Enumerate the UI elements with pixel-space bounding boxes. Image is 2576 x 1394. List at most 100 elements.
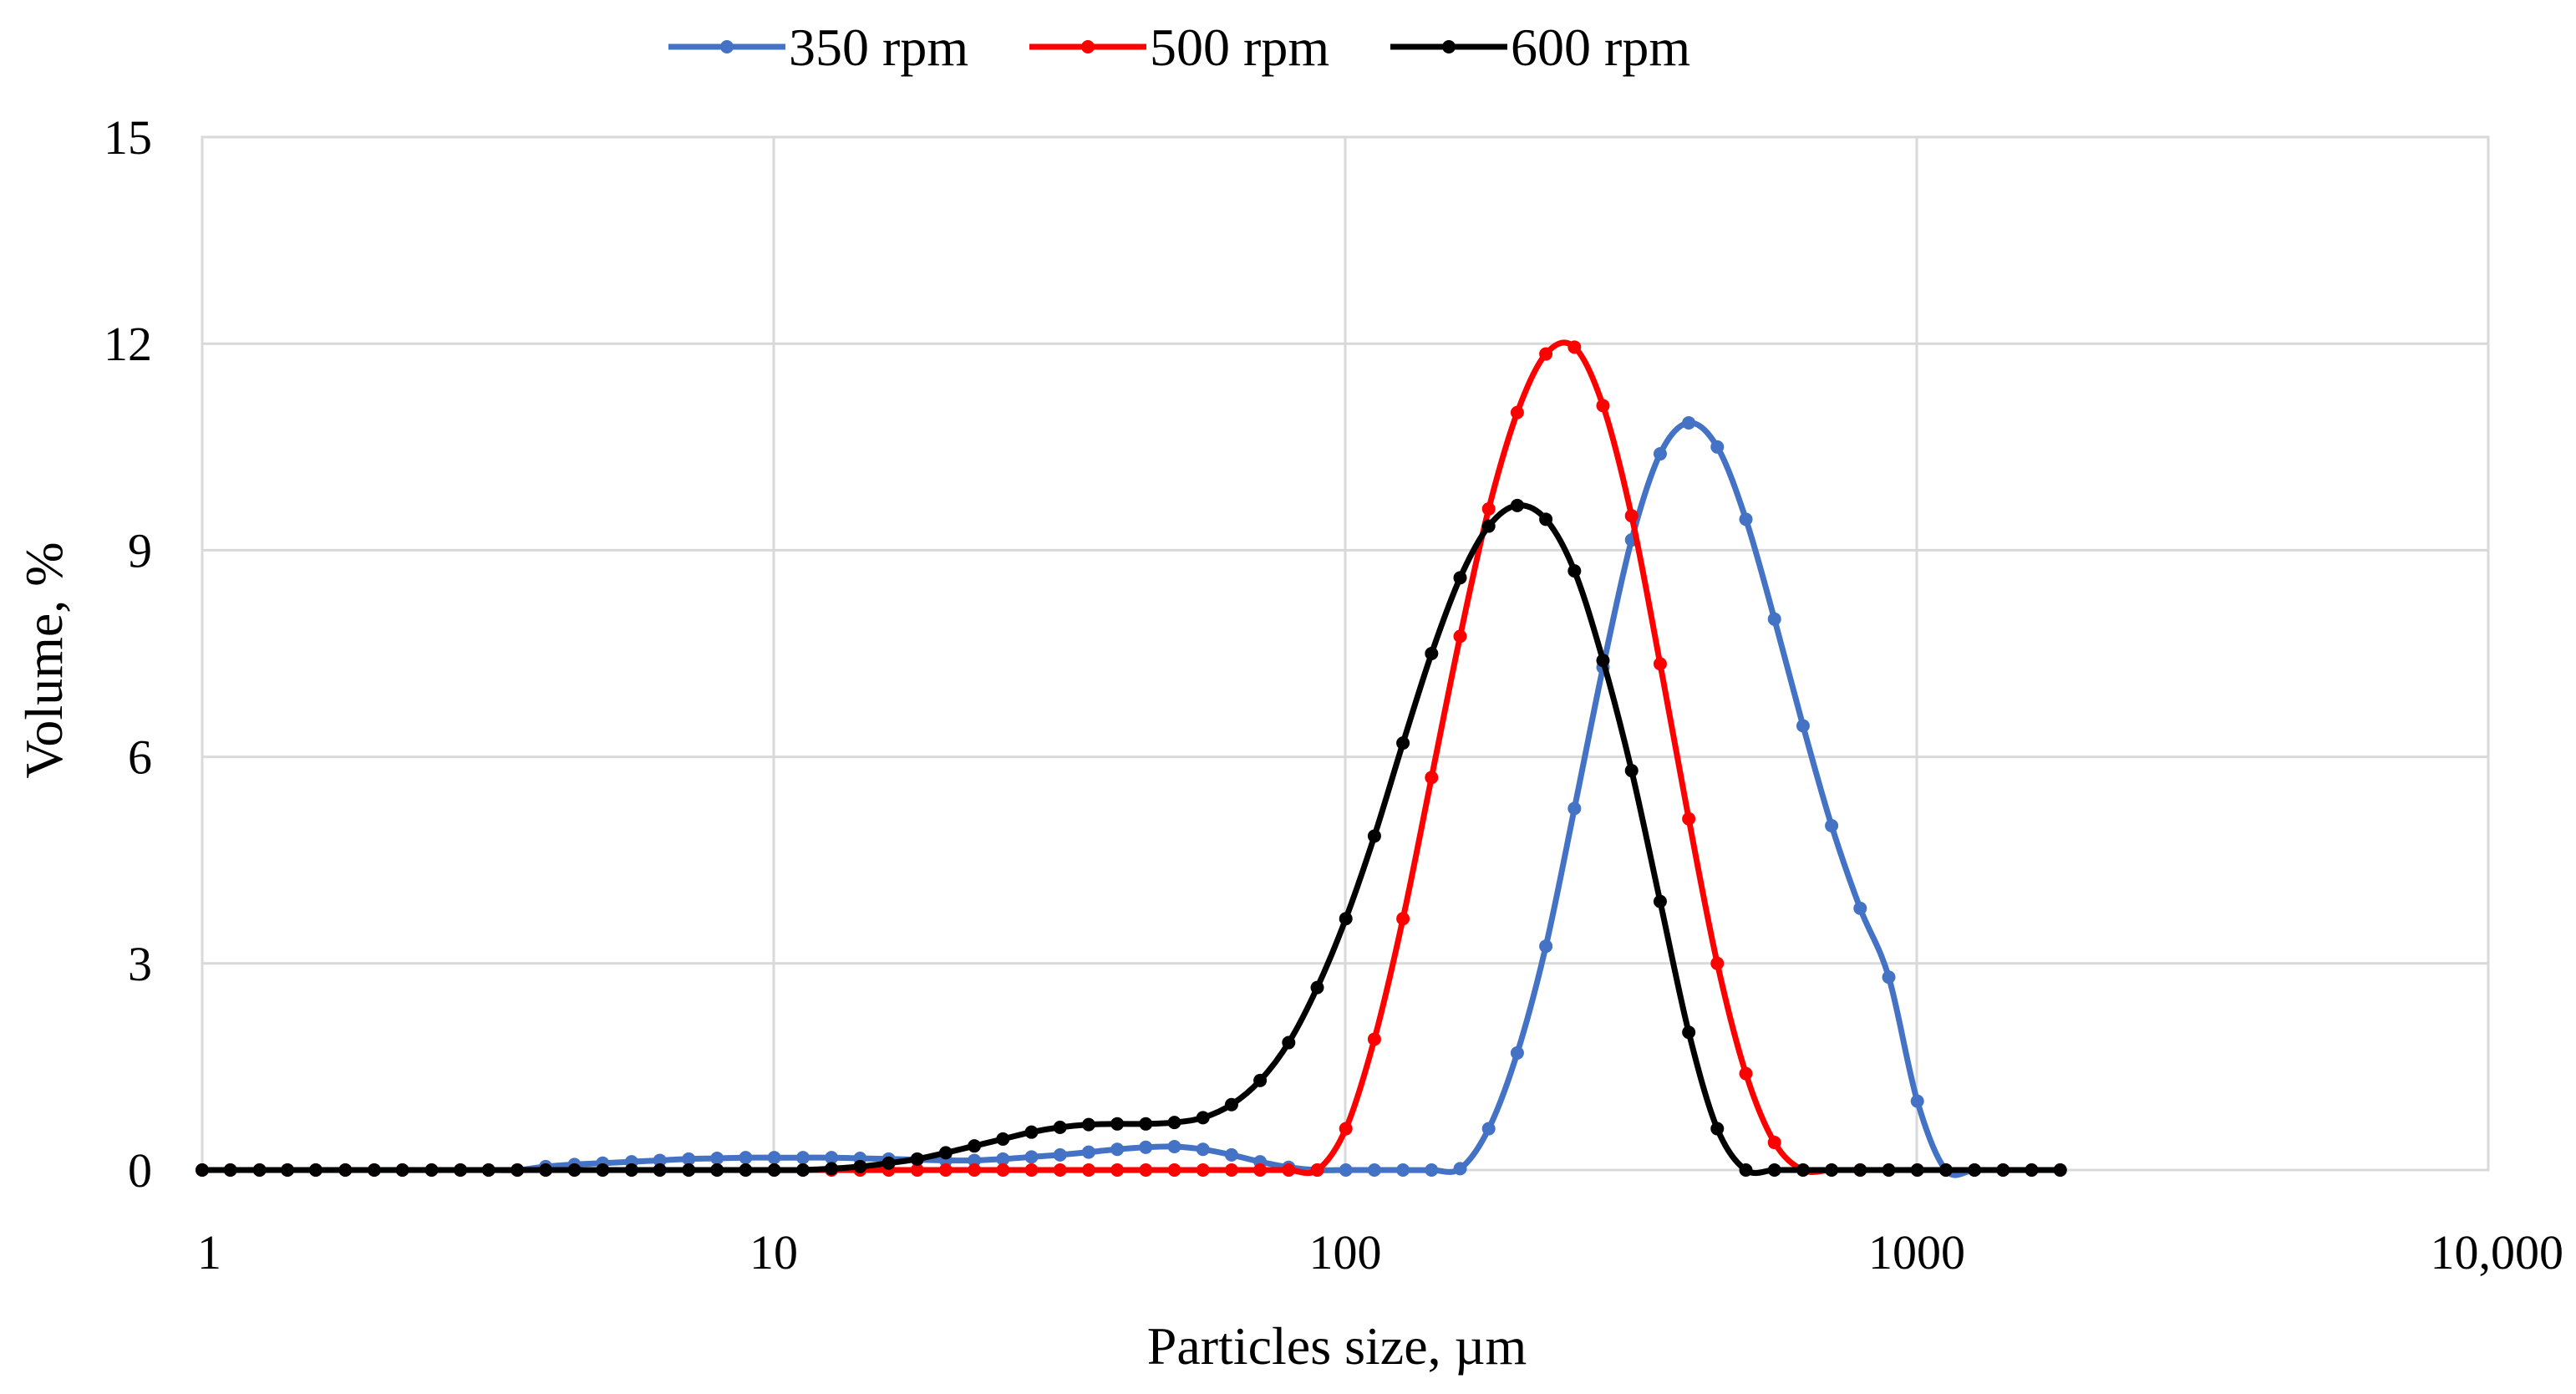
data-point-350-rpm	[1081, 1145, 1095, 1159]
data-point-600-rpm	[1653, 894, 1667, 908]
data-point-600-rpm	[1510, 498, 1524, 512]
data-point-350-rpm	[825, 1151, 839, 1165]
data-point-600-rpm	[1882, 1163, 1896, 1177]
data-point-350-rpm	[1196, 1142, 1210, 1157]
data-point-600-rpm	[1024, 1125, 1039, 1139]
data-point-350-rpm	[1910, 1094, 1924, 1108]
data-point-500-rpm	[1653, 657, 1667, 671]
legend-label-350-rpm: 350 rpm	[789, 18, 968, 77]
data-point-500-rpm	[1110, 1163, 1125, 1177]
data-point-600-rpm	[1282, 1035, 1296, 1050]
data-point-500-rpm	[1081, 1163, 1095, 1177]
y-tick-label: 12	[104, 317, 152, 371]
data-point-350-rpm	[1367, 1163, 1381, 1177]
data-point-600-rpm	[1539, 512, 1553, 527]
data-point-350-rpm	[739, 1151, 753, 1165]
data-point-500-rpm	[1196, 1163, 1210, 1177]
data-point-350-rpm	[710, 1151, 724, 1165]
data-point-500-rpm	[968, 1163, 982, 1177]
data-point-350-rpm	[1825, 819, 1839, 832]
data-point-350-rpm	[1767, 612, 1781, 626]
legend-item-500-rpm: 500 rpm	[1029, 18, 1329, 77]
data-point-600-rpm	[2053, 1163, 2067, 1177]
x-axis-label: Particles size, µm	[1147, 1316, 1527, 1376]
data-point-500-rpm	[1739, 1066, 1753, 1081]
data-point-350-rpm	[1053, 1147, 1067, 1162]
legend-label-600-rpm: 600 rpm	[1511, 18, 1690, 77]
data-point-350-rpm	[1796, 719, 1810, 733]
data-point-600-rpm	[511, 1163, 525, 1177]
data-point-600-rpm	[1367, 829, 1381, 843]
data-point-500-rpm	[1367, 1032, 1381, 1046]
data-point-600-rpm	[1996, 1163, 2010, 1177]
data-point-500-rpm	[1624, 509, 1639, 523]
data-point-600-rpm	[624, 1163, 638, 1177]
data-point-350-rpm	[767, 1151, 781, 1165]
y-tick-label: 15	[104, 110, 152, 165]
data-point-600-rpm	[2025, 1163, 2039, 1177]
y-axis-label: Volume, %	[14, 542, 74, 778]
data-point-600-rpm	[682, 1163, 696, 1177]
data-point-600-rpm	[653, 1163, 667, 1177]
tick-labels: 0 3 6 9 12 15 1 10 100 1000 10,000	[104, 110, 2563, 1280]
data-point-350-rpm	[1710, 440, 1725, 454]
data-point-600-rpm	[853, 1159, 867, 1173]
data-point-500-rpm	[1567, 340, 1582, 354]
data-point-600-rpm	[1853, 1163, 1867, 1177]
data-point-500-rpm	[1253, 1163, 1268, 1177]
legend-item-350-rpm: 350 rpm	[668, 18, 968, 77]
data-point-600-rpm	[481, 1163, 495, 1177]
data-point-500-rpm	[1682, 811, 1696, 826]
data-point-600-rpm	[196, 1163, 209, 1177]
data-point-350-rpm	[1024, 1150, 1039, 1164]
legend: 350 rpm 500 rpm 600 rpm	[668, 18, 1690, 77]
data-point-600-rpm	[1453, 571, 1467, 585]
data-point-600-rpm	[1396, 736, 1410, 750]
data-point-600-rpm	[710, 1163, 724, 1177]
data-point-600-rpm	[367, 1163, 381, 1177]
data-point-600-rpm	[1567, 564, 1582, 578]
data-point-350-rpm	[1739, 512, 1753, 527]
x-tick-label: 1000	[1868, 1225, 1965, 1280]
data-point-500-rpm	[1767, 1136, 1781, 1150]
y-tick-label: 6	[128, 730, 152, 785]
data-point-500-rpm	[996, 1163, 1010, 1177]
legend-marker-500-rpm	[1081, 40, 1095, 53]
y-tick-label: 3	[128, 937, 152, 991]
data-point-350-rpm	[968, 1153, 982, 1168]
data-point-350-rpm	[1481, 1122, 1496, 1136]
data-point-600-rpm	[1825, 1163, 1839, 1177]
data-point-600-rpm	[1796, 1163, 1810, 1177]
y-tick-label: 0	[128, 1143, 152, 1198]
data-point-350-rpm	[1110, 1142, 1125, 1157]
data-point-350-rpm	[1167, 1139, 1181, 1153]
data-point-600-rpm	[454, 1163, 468, 1177]
data-point-600-rpm	[1053, 1120, 1067, 1134]
data-point-600-rpm	[1682, 1025, 1696, 1040]
x-tick-label: 10,000	[2431, 1225, 2564, 1280]
x-tick-label: 1	[197, 1225, 221, 1280]
data-point-600-rpm	[1425, 647, 1439, 660]
y-tick-label: 9	[128, 523, 152, 577]
data-point-600-rpm	[1081, 1117, 1095, 1132]
data-point-600-rpm	[882, 1156, 896, 1170]
data-point-350-rpm	[795, 1151, 810, 1165]
data-point-600-rpm	[1710, 1122, 1725, 1136]
data-point-600-rpm	[1339, 912, 1353, 926]
data-point-600-rpm	[308, 1163, 323, 1177]
data-point-500-rpm	[1510, 405, 1524, 420]
data-point-350-rpm	[1653, 447, 1667, 461]
data-point-500-rpm	[1024, 1163, 1039, 1177]
data-point-350-rpm	[1425, 1163, 1439, 1177]
data-point-500-rpm	[1053, 1163, 1067, 1177]
data-point-600-rpm	[539, 1163, 553, 1177]
data-point-350-rpm	[1853, 901, 1867, 915]
data-point-600-rpm	[795, 1163, 810, 1177]
data-point-350-rpm	[1453, 1162, 1467, 1176]
data-point-500-rpm	[1339, 1122, 1353, 1136]
data-point-350-rpm	[1539, 939, 1553, 954]
data-point-600-rpm	[1310, 980, 1324, 995]
data-point-600-rpm	[223, 1163, 237, 1177]
series-600-rpm	[196, 498, 2067, 1177]
